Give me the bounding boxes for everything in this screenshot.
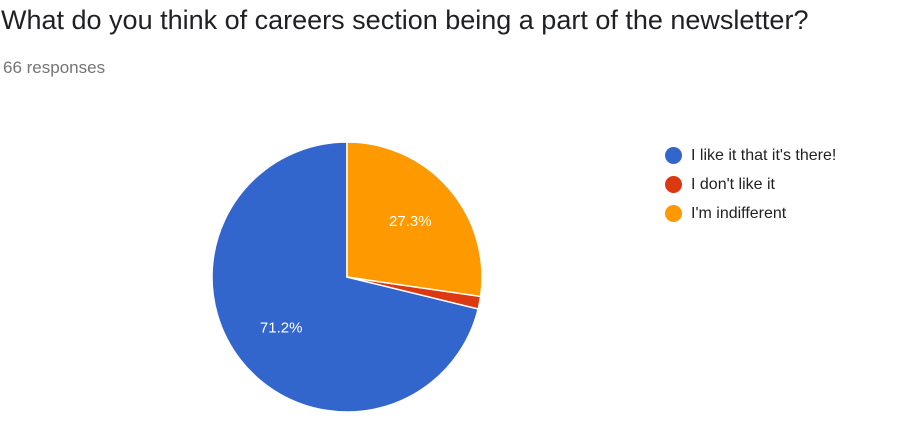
legend-swatch — [665, 176, 682, 193]
response-count: 66 responses — [3, 58, 106, 77]
legend-label: I don't like it — [691, 175, 775, 193]
chart-legend: I like it that it's there! I don't like … — [665, 141, 836, 228]
slice-label: 71.2% — [260, 320, 303, 337]
legend-label: I'm indifferent — [691, 204, 787, 222]
slice-label: 27.3% — [389, 213, 432, 230]
pie-slice[interactable] — [346, 141, 483, 298]
legend-label: I like it that it's there! — [691, 146, 837, 164]
chart-title: What do you think of careers section bei… — [1, 5, 809, 35]
legend-item[interactable]: I like it that it's there! — [665, 141, 836, 170]
legend-item[interactable]: I'm indifferent — [665, 199, 836, 228]
legend-swatch — [665, 205, 682, 222]
legend-item[interactable]: I don't like it — [665, 170, 836, 199]
pie-slice[interactable] — [211, 141, 480, 413]
legend-swatch — [665, 147, 682, 164]
